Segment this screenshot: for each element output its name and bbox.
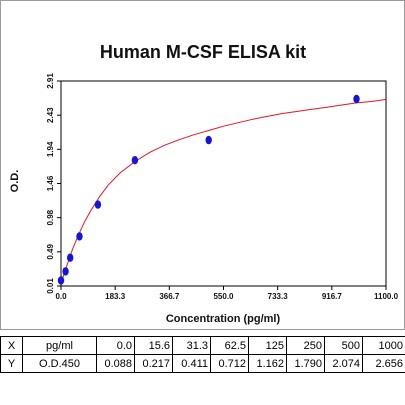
- x-tick-label: 183.3: [105, 292, 126, 301]
- data-points: [57, 94, 360, 285]
- y-tick-label: 1.46: [46, 175, 55, 191]
- table-cell: 0.411: [172, 354, 211, 373]
- x-tick-label: 916.7: [322, 292, 343, 301]
- table-cell: 2.656: [362, 354, 405, 373]
- y-tick-label: 2.43: [46, 107, 55, 123]
- y-tick-label: 0.49: [46, 244, 55, 260]
- table-cell: 62.5: [210, 336, 249, 355]
- y-tick-label: 0.01: [46, 278, 55, 294]
- chart: Human M-CSF ELISA kit Concentration (pg/…: [9, 42, 399, 325]
- x-tick-label: 0.0: [55, 292, 67, 301]
- data-point: [76, 232, 83, 241]
- row-axis-cell: Y: [0, 354, 23, 373]
- chart-frame: Human M-CSF ELISA kit Concentration (pg/…: [0, 0, 405, 330]
- table-cell: 500: [324, 336, 363, 355]
- x-tick-label: 733.3: [268, 292, 289, 301]
- table-cell: 0.712: [210, 354, 249, 373]
- table-cell: 0.088: [96, 354, 135, 373]
- table-cell: 1.790: [286, 354, 325, 373]
- y-tick-label: 0.98: [46, 209, 55, 225]
- x-tick-label: 366.7: [159, 292, 180, 301]
- x-tick-label: 550.0: [213, 292, 234, 301]
- x-tick-label: 1100.0: [374, 292, 399, 301]
- data-point: [205, 135, 212, 145]
- table-cell: 0.217: [134, 354, 173, 373]
- table-row: Y O.D.450 0.088 0.217 0.411 0.712 1.162 1.790 2.…: [0, 354, 405, 373]
- table-cell: 0.0: [96, 336, 135, 355]
- table-cell: 1.162: [248, 354, 287, 373]
- y-tick-label: 1.94: [46, 141, 55, 157]
- fit-curve: [60, 98, 387, 284]
- axes: [57, 80, 387, 290]
- data-point: [62, 267, 69, 276]
- row-axis-cell: X: [0, 336, 23, 355]
- table-cell: 31.3: [172, 336, 211, 355]
- data-point: [131, 156, 139, 165]
- data-point: [94, 200, 102, 209]
- data-point: [67, 253, 74, 262]
- x-axis-label: Concentration (pg/ml): [166, 313, 281, 325]
- row-unit-cell: pg/ml: [22, 336, 97, 355]
- data-point: [353, 94, 360, 104]
- table-cell: 15.6: [134, 336, 173, 355]
- row-unit-cell: O.D.450: [22, 354, 97, 373]
- table-cell: 1000: [362, 336, 405, 355]
- y-tick-label: 2.91: [46, 73, 55, 89]
- y-axis-label: O.D.: [9, 170, 21, 193]
- tick-labels: 0.0 183.3 366.7 550.0 733.3 916.7 1100.0 0.01 0.…: [46, 73, 399, 301]
- table-cell: 125: [248, 336, 287, 355]
- table-cell: 2.074: [324, 354, 363, 373]
- chart-title: Human M-CSF ELISA kit: [100, 42, 306, 62]
- fit-curve-group: [60, 98, 387, 284]
- data-point: [57, 276, 65, 285]
- table-cell: 250: [286, 336, 325, 355]
